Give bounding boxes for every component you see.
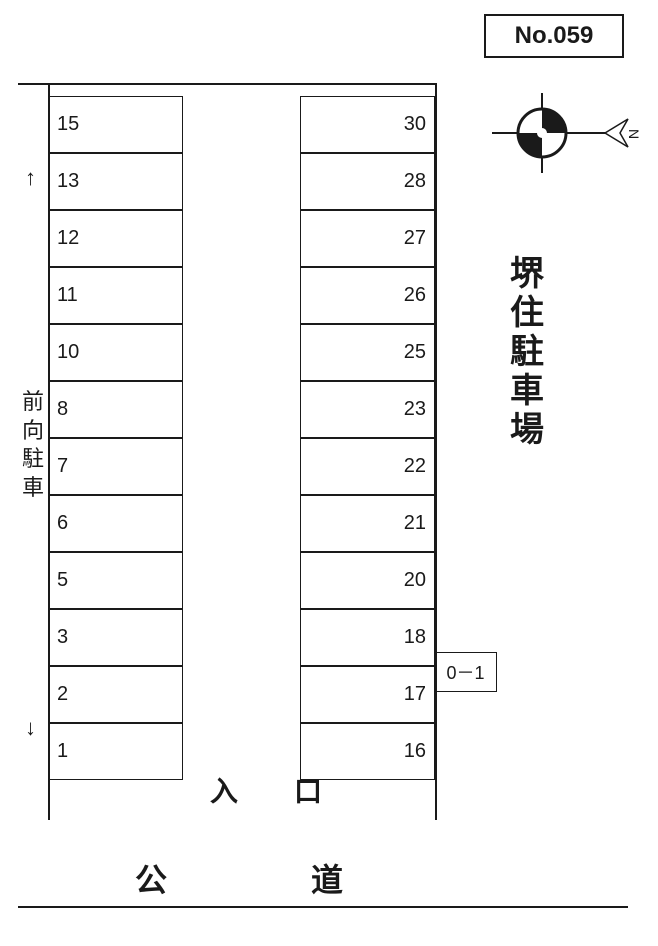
slot-number: 1 bbox=[57, 740, 68, 763]
parking-slot: 11 bbox=[48, 267, 183, 324]
parking-slot: 30 bbox=[300, 96, 435, 153]
number-box: No.059 bbox=[484, 14, 624, 58]
slot-number: 15 bbox=[57, 113, 79, 136]
slot-number: 16 bbox=[404, 740, 426, 763]
down-arrow: ↓ bbox=[25, 715, 36, 741]
slot-number: 12 bbox=[57, 227, 79, 250]
parking-slot: 18 bbox=[300, 609, 435, 666]
extra-slot-box: 0－1 bbox=[435, 652, 497, 692]
slot-number: 6 bbox=[57, 512, 68, 535]
parking-slot: 3 bbox=[48, 609, 183, 666]
parking-slot: 5 bbox=[48, 552, 183, 609]
entrance-label: 入 口 bbox=[210, 770, 336, 810]
parking-slot: 22 bbox=[300, 438, 435, 495]
top-boundary-line bbox=[18, 83, 435, 85]
parking-direction-note: 前 向 駐 車 bbox=[22, 388, 44, 502]
slot-number: 22 bbox=[404, 455, 426, 478]
parking-slot: 28 bbox=[300, 153, 435, 210]
slot-number: 2 bbox=[57, 683, 68, 706]
slot-number: 7 bbox=[57, 455, 68, 478]
up-arrow: ↑ bbox=[25, 165, 36, 191]
parking-slot: 8 bbox=[48, 381, 183, 438]
parking-slot: 21 bbox=[300, 495, 435, 552]
parking-slot: 10 bbox=[48, 324, 183, 381]
slot-number: 10 bbox=[57, 341, 79, 364]
slot-number: 8 bbox=[57, 398, 68, 421]
parking-slot: 2 bbox=[48, 666, 183, 723]
slot-number: 28 bbox=[404, 170, 426, 193]
parking-slot: 6 bbox=[48, 495, 183, 552]
slot-number: 17 bbox=[404, 683, 426, 706]
parking-slot: 25 bbox=[300, 324, 435, 381]
slot-number: 13 bbox=[57, 170, 79, 193]
parking-slot: 17 bbox=[300, 666, 435, 723]
number-label: No.059 bbox=[515, 22, 594, 50]
extra-slot-label: 0－1 bbox=[446, 659, 484, 685]
slot-number: 23 bbox=[404, 398, 426, 421]
slot-number: 3 bbox=[57, 626, 68, 649]
parking-slot: 23 bbox=[300, 381, 435, 438]
parking-slot: 7 bbox=[48, 438, 183, 495]
parking-slot: 26 bbox=[300, 267, 435, 324]
slot-number: 30 bbox=[404, 113, 426, 136]
parking-slot: 27 bbox=[300, 210, 435, 267]
bottom-boundary-line bbox=[18, 906, 628, 908]
slot-number: 27 bbox=[404, 227, 426, 250]
slot-number: 5 bbox=[57, 569, 68, 592]
slot-number: 25 bbox=[404, 341, 426, 364]
parking-slot: 13 bbox=[48, 153, 183, 210]
parking-lot-title: 堺 住 駐 車 場 bbox=[510, 255, 544, 450]
slot-number: 11 bbox=[57, 284, 78, 307]
slot-number: 18 bbox=[404, 626, 426, 649]
slot-number: 26 bbox=[404, 284, 426, 307]
road-label: 公 道 bbox=[135, 855, 355, 901]
parking-slot: 15 bbox=[48, 96, 183, 153]
right-boundary-line bbox=[435, 83, 437, 820]
svg-text:N: N bbox=[626, 129, 642, 139]
parking-slot: 20 bbox=[300, 552, 435, 609]
slot-number: 21 bbox=[404, 512, 426, 535]
parking-slot: 12 bbox=[48, 210, 183, 267]
parking-slot: 1 bbox=[48, 723, 183, 780]
compass-icon: N bbox=[480, 85, 645, 180]
slot-number: 20 bbox=[404, 569, 426, 592]
